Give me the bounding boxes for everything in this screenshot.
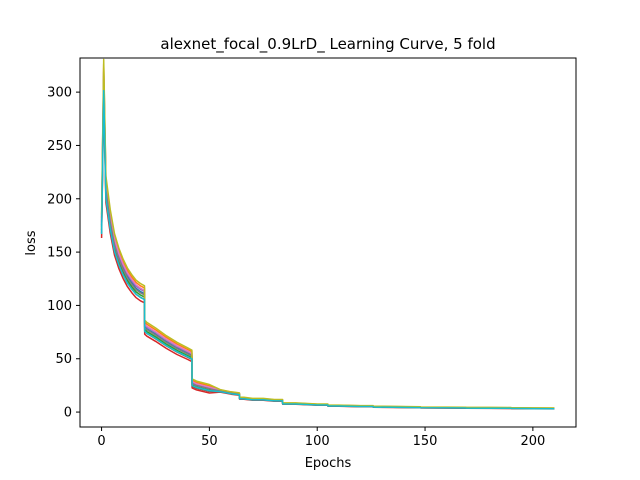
y-tick-label: 0 — [64, 406, 72, 421]
y-tick-label: 200 — [47, 192, 72, 207]
x-tick-label: 150 — [413, 434, 438, 449]
y-tick-label: 150 — [47, 246, 72, 261]
x-axis: 0 50 100 150 200 — [97, 427, 545, 449]
x-axis-label: Epochs — [305, 456, 352, 471]
series-line-10 — [100, 89, 555, 410]
y-tick-label: 50 — [55, 352, 72, 367]
y-tick-label: 100 — [47, 299, 72, 314]
y-tick-label: 250 — [47, 139, 72, 154]
chart-title: alexnet_focal_0.9LrD_ Learning Curve, 5 … — [160, 35, 495, 54]
x-tick-label: 100 — [305, 434, 330, 449]
axes-frame — [79, 57, 577, 428]
x-tick-label: 0 — [97, 434, 105, 449]
x-tick-label: 50 — [201, 434, 218, 449]
y-axis-label: loss — [24, 230, 39, 255]
x-tick-label: 200 — [520, 434, 545, 449]
y-tick-label: 300 — [47, 86, 72, 101]
y-axis: 0 50 100 150 200 250 300 — [47, 86, 80, 421]
plot-area — [100, 58, 555, 410]
